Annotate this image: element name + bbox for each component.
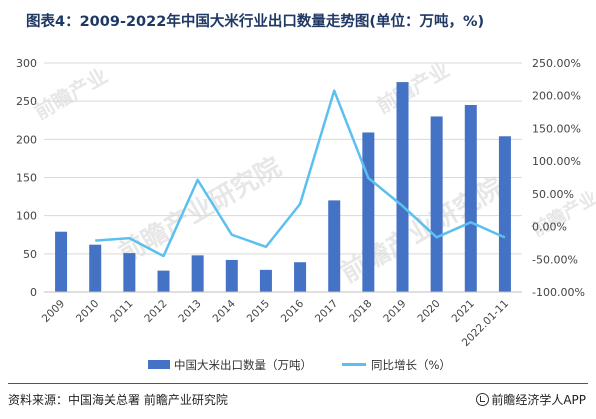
- y-left-tick-label: 100: [16, 210, 37, 223]
- growth-rate-line: [95, 89, 506, 258]
- bar: [157, 270, 170, 292]
- bar: [55, 231, 68, 292]
- bar: [464, 104, 477, 292]
- x-tick-label: 2014: [211, 297, 239, 325]
- y-right-tick-label: 100.00%: [532, 155, 581, 168]
- x-tick-label: 2015: [245, 298, 272, 325]
- legend: 中国大米出口数量（万吨） 同比增长（%）: [148, 358, 451, 372]
- x-axis: 2009 2010 2011 2012 2013 2014 2015 2016 2017 2018…: [40, 291, 522, 349]
- y-left-tick-label: 150: [16, 172, 37, 185]
- y-right-tick-label: 150.00%: [532, 122, 581, 135]
- y-axis-right: -100.00% -50.00% 0.00% 50.00% 100.00% 150.00%…: [532, 57, 585, 299]
- bar: [89, 244, 102, 292]
- bar: [123, 253, 136, 292]
- y-right-tick-label: 50.00%: [532, 188, 574, 201]
- brand-label: 前瞻经济学人APP: [491, 393, 586, 407]
- y-right-tick-label: 0.00%: [532, 221, 567, 234]
- bar: [328, 200, 341, 292]
- x-tick-label: 2017: [313, 298, 340, 325]
- y-right-tick-label: -50.00%: [532, 253, 578, 266]
- bar: [225, 259, 238, 292]
- x-tick-label: 2010: [74, 298, 101, 325]
- x-tick-label: 2009: [40, 298, 67, 325]
- chart-area: 0 50 100 150 200 250 300 -100.00% -50.00% 0.00% 5…: [16, 57, 585, 372]
- x-tick-label: 2021: [450, 298, 477, 325]
- x-tick-label: 2018: [347, 298, 374, 325]
- x-tick-label: 2013: [176, 298, 203, 325]
- legend-line-label: 同比增长（%）: [371, 358, 451, 372]
- bar: [430, 116, 443, 292]
- y-left-tick-label: 300: [16, 57, 37, 70]
- x-tick-label: 2019: [381, 298, 408, 325]
- y-right-tick-label: 200.00%: [532, 90, 581, 103]
- gridlines: [44, 62, 522, 293]
- bar: [294, 262, 307, 292]
- bar: [396, 82, 409, 292]
- y-left-tick-label: 0: [30, 286, 37, 299]
- footer: 资料来源：中国海关总署 前瞻产业研究院 前瞻经济学人APP: [0, 383, 596, 419]
- y-axis-left: 0 50 100 150 200 250 300: [16, 57, 37, 299]
- source-note: 资料来源：中国海关总署 前瞻产业研究院: [8, 393, 228, 407]
- y-right-tick-label: -100.00%: [532, 286, 585, 299]
- legend-bar-swatch: [148, 360, 170, 369]
- bar-series: [55, 82, 511, 292]
- y-left-tick-label: 50: [23, 248, 37, 261]
- footer-divider: [8, 383, 588, 384]
- bar: [362, 132, 375, 292]
- bar: [191, 255, 204, 292]
- x-tick-label: 2016: [279, 297, 307, 325]
- brand-credit: 前瞻经济学人APP: [476, 391, 586, 408]
- x-tick-label: 2011: [108, 298, 135, 325]
- x-tick-label: 2012: [142, 298, 169, 325]
- bar: [259, 269, 272, 292]
- line-series: [95, 89, 506, 258]
- chart-title: 图表4：2009-2022年中国大米行业出口数量走势图(单位：万吨，%): [26, 14, 485, 30]
- y-right-tick-label: 250.00%: [532, 57, 581, 70]
- x-tick-label: 2020: [415, 298, 442, 325]
- bar: [498, 136, 511, 292]
- y-left-tick-label: 250: [16, 95, 37, 108]
- legend-bar-label: 中国大米出口数量（万吨）: [174, 358, 312, 372]
- y-left-tick-label: 200: [16, 133, 37, 146]
- brand-logo-icon: [476, 393, 490, 406]
